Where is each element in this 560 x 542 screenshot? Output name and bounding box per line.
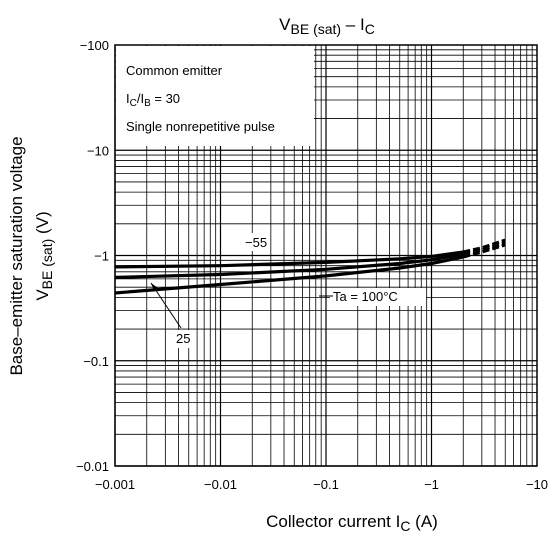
series-curves (114, 238, 506, 295)
chart-title: VBE (sat) – IC (279, 15, 375, 37)
y-axis-label: Base–emitter saturation voltage (7, 136, 26, 375)
y-tick-label: −10 (87, 143, 109, 158)
x-tick-label: −0.01 (204, 477, 237, 492)
x-tick-label: −0.1 (313, 477, 339, 492)
x-tick-labels: −0.001 −0.01 −0.1 −1 −10 (95, 477, 548, 492)
series-line-1 (114, 252, 464, 279)
series-line-dashed-2 (462, 243, 506, 259)
plot-frame (114, 44, 538, 467)
annotations: −55 Ta = 100°C 25 (150, 233, 426, 348)
label-25-leader (150, 282, 182, 329)
conditions-line-2: IC/IB = 30 (126, 91, 180, 109)
label-minus-55: −55 (245, 235, 267, 250)
y-axis-label-symbol: VBE (sat) (V) (33, 211, 55, 300)
x-tick-label: −1 (424, 477, 439, 492)
label-25-arrowhead (151, 283, 158, 291)
series-line-0 (114, 250, 464, 269)
series-line-2 (114, 255, 464, 295)
label-25: 25 (176, 331, 190, 346)
conditions-line-1: Common emitter (126, 63, 223, 78)
y-tick-label: −0.01 (76, 459, 109, 474)
series-line-dashed-1 (462, 241, 506, 256)
series-line-dashed-0 (462, 238, 506, 254)
x-axis-label: Collector current IC (A) (266, 512, 438, 534)
conditions-box-background (116, 46, 314, 146)
label-25-bg (172, 330, 196, 348)
conditions-box: Common emitter IC/IB = 30 Single nonrepe… (116, 46, 314, 146)
label-55-bg (242, 233, 268, 251)
y-tick-label: −100 (80, 38, 109, 53)
y-tick-label: −1 (94, 249, 109, 264)
conditions-line-3: Single nonrepetitive pulse (126, 119, 275, 134)
y-tick-label: −0.1 (83, 354, 109, 369)
x-tick-label: −0.001 (95, 477, 135, 492)
x-tick-label: −10 (526, 477, 548, 492)
y-tick-labels: −0.01 −0.1 −1 −10 −100 (76, 38, 109, 474)
label-100-bg (330, 288, 426, 306)
label-ta-100: Ta = 100°C (333, 289, 398, 304)
